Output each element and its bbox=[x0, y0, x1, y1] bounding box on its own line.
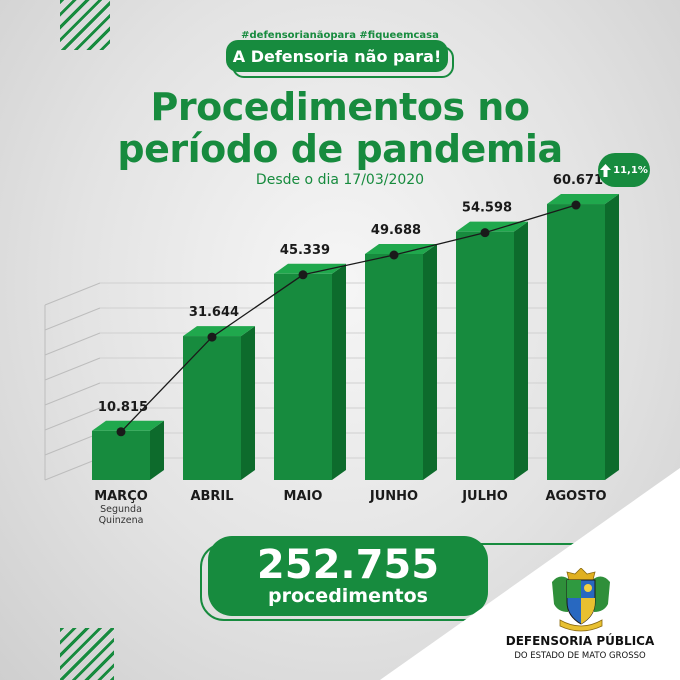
trend-point bbox=[298, 270, 308, 280]
grid-line bbox=[44, 307, 101, 331]
data-label: 45.339 bbox=[280, 243, 330, 258]
grid-line bbox=[44, 432, 101, 456]
decorative-stripes-bottom bbox=[60, 628, 114, 680]
organization-subtitle: DO ESTADO DE MATO GROSSO bbox=[514, 651, 646, 661]
page-subtitle: Desde o dia 17/03/2020 bbox=[255, 172, 425, 188]
bar-top bbox=[365, 243, 437, 254]
data-label: 31.644 bbox=[189, 305, 239, 320]
trend-point bbox=[571, 200, 581, 210]
bar-top bbox=[456, 221, 528, 232]
page-title: Procedimentos no período de pandemia bbox=[0, 86, 680, 170]
category-label: MARÇO bbox=[94, 489, 148, 504]
bar bbox=[274, 273, 332, 480]
bar-side bbox=[150, 420, 164, 480]
growth-badge: 11,1% bbox=[598, 153, 650, 187]
bar bbox=[183, 336, 241, 480]
data-label: 49.688 bbox=[371, 223, 421, 238]
total-label: procedimentos bbox=[268, 585, 428, 607]
trend-line bbox=[120, 204, 577, 433]
title-line-1: Procedimentos no bbox=[150, 85, 530, 129]
bar-side bbox=[241, 326, 255, 480]
category-label: JUNHO bbox=[369, 489, 418, 504]
category-label: JULHO bbox=[461, 489, 508, 504]
data-label: 60.671 bbox=[553, 173, 603, 188]
bar-top bbox=[92, 420, 164, 431]
organization-name: DEFENSORIA PÚBLICA bbox=[505, 634, 655, 648]
total-value: 252.755 bbox=[256, 542, 440, 588]
trend-point bbox=[116, 427, 126, 437]
slogan-badge: A Defensoria não para! bbox=[226, 40, 448, 72]
coat-of-arms-icon bbox=[552, 568, 610, 632]
bar bbox=[92, 430, 150, 480]
trend-point bbox=[480, 228, 490, 238]
data-label: 10.815 bbox=[98, 400, 148, 415]
bar-top bbox=[183, 326, 255, 337]
hashtags: #defensorianãopara #fiqueemcasa bbox=[241, 30, 439, 41]
category-label: AGOSTO bbox=[545, 489, 606, 504]
category-label: MAIO bbox=[284, 489, 323, 504]
grid-line bbox=[44, 407, 101, 431]
bar-side bbox=[332, 263, 346, 480]
data-label: 54.598 bbox=[462, 201, 512, 216]
grid-line bbox=[44, 382, 101, 406]
category-sublabel: Quinzena bbox=[99, 515, 144, 526]
bar-side bbox=[605, 194, 619, 480]
bar-side bbox=[514, 221, 528, 480]
grid-line bbox=[44, 282, 101, 306]
bar bbox=[456, 231, 514, 480]
decorative-stripes-top bbox=[60, 0, 110, 50]
total-box: 252.755 procedimentos bbox=[208, 536, 488, 616]
arrow-up-icon bbox=[600, 163, 612, 177]
trend-point bbox=[389, 250, 399, 260]
bar-top bbox=[274, 263, 346, 274]
grid-line bbox=[44, 457, 101, 481]
category-label: ABRIL bbox=[190, 489, 233, 504]
bar-top bbox=[547, 194, 619, 205]
growth-percent: 11,1% bbox=[613, 164, 648, 176]
grid-line bbox=[44, 357, 101, 381]
bar-side bbox=[423, 243, 437, 480]
trend-point bbox=[207, 332, 217, 342]
bar bbox=[547, 204, 605, 480]
bar bbox=[365, 253, 423, 480]
grid-line bbox=[44, 332, 101, 356]
category-sublabel: Segunda bbox=[100, 504, 142, 515]
title-line-2: período de pandemia bbox=[117, 127, 563, 171]
